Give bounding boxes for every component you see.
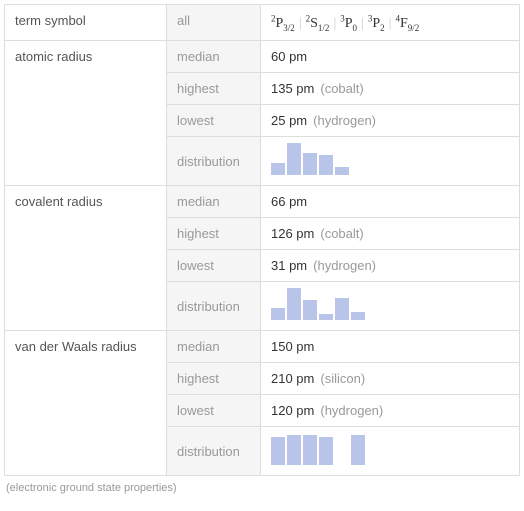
term-symbol: 2P3/2 xyxy=(271,16,295,31)
distribution-bar xyxy=(303,300,317,320)
value-text: 135 pm xyxy=(271,81,314,96)
value-cell: 120 pm (hydrogen) xyxy=(261,395,519,426)
stat-label: distribution xyxy=(167,282,261,330)
value-note: (hydrogen) xyxy=(313,258,376,273)
distribution-bar xyxy=(319,155,333,175)
term-symbol: 3P0 xyxy=(340,16,357,31)
value-cell xyxy=(261,282,519,330)
value-cell: 135 pm (cobalt) xyxy=(261,73,519,104)
value-text: 126 pm xyxy=(271,226,314,241)
distribution-bar xyxy=(319,437,333,465)
distribution-bar xyxy=(303,435,317,465)
stat-label: median xyxy=(167,186,261,217)
separator: | xyxy=(333,16,336,31)
distribution-chart xyxy=(271,143,349,179)
distribution-bar xyxy=(287,143,301,175)
term-symbol: 4F9/2 xyxy=(395,16,419,31)
value-cell: 126 pm (cobalt) xyxy=(261,218,519,249)
value-cell: 60 pm xyxy=(261,41,519,72)
value-cell: 210 pm (silicon) xyxy=(261,363,519,394)
stat-label: highest xyxy=(167,363,261,394)
distribution-bar xyxy=(303,153,317,175)
distribution-bar xyxy=(335,298,349,320)
property-values: median 150 pm highest 210 pm (silicon) lowest… xyxy=(167,331,519,475)
value-cell: 66 pm xyxy=(261,186,519,217)
value-text: 60 pm xyxy=(271,49,307,64)
stat-label: lowest xyxy=(167,395,261,426)
distribution-bar xyxy=(271,308,285,320)
distribution-bar xyxy=(319,314,333,320)
term-symbol: 2S1/2 xyxy=(306,16,330,31)
value-cell: 2P3/2|2S1/2|3P0|3P2|4F9/2 xyxy=(261,5,519,40)
value-note: (hydrogen) xyxy=(313,113,376,128)
stat-label: lowest xyxy=(167,250,261,281)
properties-table: term symbolall2P3/2|2S1/2|3P0|3P2|4F9/2a… xyxy=(4,4,520,476)
property-values: median60 pmhighest135 pm(cobalt)lowest25… xyxy=(167,41,519,185)
property-label: atomic radius xyxy=(5,41,167,185)
value-note: (silicon) xyxy=(320,371,365,386)
value-text: 210 pm xyxy=(271,371,314,386)
distribution-chart xyxy=(271,433,365,469)
value-text: 31 pm xyxy=(271,258,307,273)
distribution-bar xyxy=(287,435,301,465)
stat-label: distribution xyxy=(167,427,261,475)
value-text: 25 pm xyxy=(271,113,307,128)
distribution-bar xyxy=(271,437,285,465)
stat-label: median xyxy=(167,41,261,72)
value-cell: 150 pm xyxy=(261,331,519,362)
stat-label: lowest xyxy=(167,105,261,136)
value-text: 150 pm xyxy=(271,339,314,354)
distribution-bar xyxy=(335,167,349,175)
stat-label: highest xyxy=(167,73,261,104)
separator: | xyxy=(361,16,364,31)
value-note: (hydrogen) xyxy=(320,403,383,418)
separator: | xyxy=(299,16,302,31)
stat-label: highest xyxy=(167,218,261,249)
value-note: (cobalt) xyxy=(320,81,363,96)
stat-label: median xyxy=(167,331,261,362)
property-values: median66 pmhighest126 pm(cobalt)lowest31… xyxy=(167,186,519,330)
value-text: 120 pm xyxy=(271,403,314,418)
separator: | xyxy=(389,16,392,31)
distribution-bar xyxy=(351,435,365,465)
value-text: 66 pm xyxy=(271,194,307,209)
value-cell: 25 pm (hydrogen) xyxy=(261,105,519,136)
property-label: term symbol xyxy=(5,5,167,40)
stat-label: distribution xyxy=(167,137,261,185)
property-label: covalent radius xyxy=(5,186,167,330)
value-cell xyxy=(261,427,519,475)
distribution-chart xyxy=(271,288,365,324)
value-cell: 31 pm (hydrogen) xyxy=(261,250,519,281)
table-caption: (electronic ground state properties) xyxy=(4,476,520,500)
stat-label: all xyxy=(167,5,261,40)
term-symbol: 3P2 xyxy=(368,16,385,31)
value-cell xyxy=(261,137,519,185)
distribution-bar xyxy=(271,163,285,175)
property-label: van der Waals radius xyxy=(5,331,167,475)
distribution-bar xyxy=(351,312,365,320)
distribution-bar xyxy=(287,288,301,320)
value-note: (cobalt) xyxy=(320,226,363,241)
